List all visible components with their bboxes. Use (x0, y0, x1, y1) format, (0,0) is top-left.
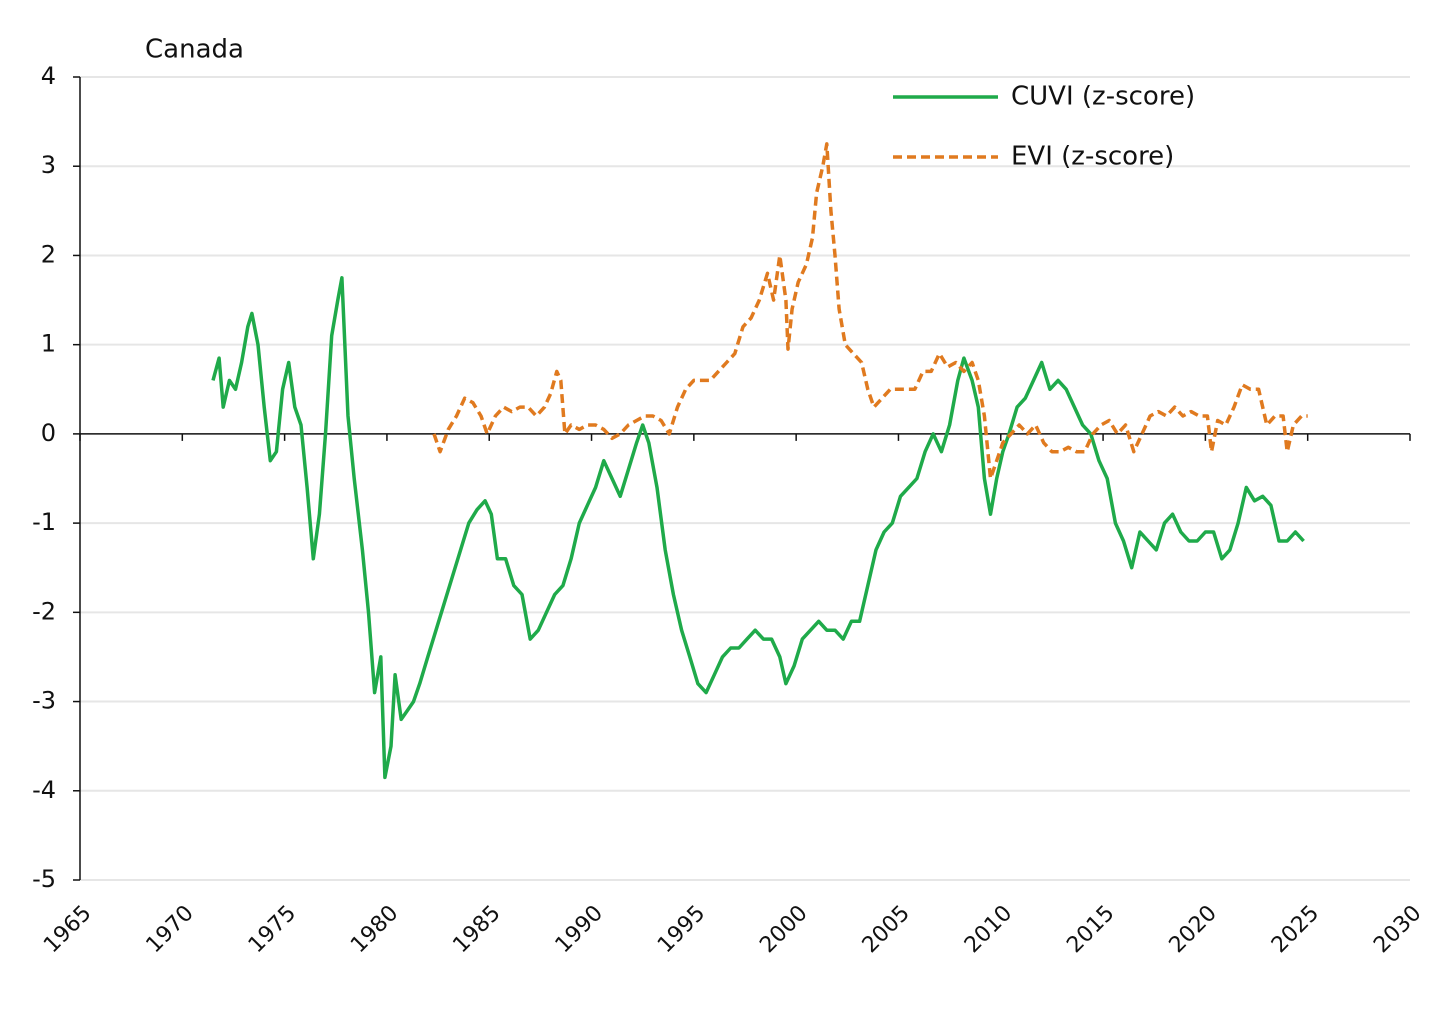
legend-label: EVI (z-score) (1011, 142, 1174, 172)
y-tick-label: 3 (41, 151, 56, 179)
x-tick-label: 1990 (551, 901, 608, 958)
y-tick-label: 0 (41, 419, 56, 447)
x-tick-label: 1975 (244, 901, 301, 958)
x-tick-label: 1980 (346, 901, 403, 958)
y-tick-label: 4 (41, 62, 56, 90)
x-tick-label: 1985 (448, 901, 505, 958)
y-tick-label: -2 (32, 597, 56, 625)
y-tick-label: -3 (32, 687, 56, 715)
x-tick-label: 2005 (858, 901, 915, 958)
x-tick-label: 2020 (1165, 901, 1222, 958)
x-tick-label: 2030 (1369, 901, 1426, 958)
y-tick-label: -1 (32, 508, 56, 536)
x-tick-label: 2015 (1062, 901, 1119, 958)
x-tick-label: 2000 (755, 901, 812, 958)
x-tick-label: 2025 (1267, 901, 1324, 958)
x-tick-label: 2010 (960, 901, 1017, 958)
x-tick-label: 1970 (142, 901, 199, 958)
series-line (432, 142, 1308, 481)
legend-label: CUVI (z-score) (1011, 82, 1195, 112)
x-tick-label: 1995 (653, 901, 710, 958)
series-line (211, 276, 1305, 780)
y-tick-label: -5 (32, 865, 56, 893)
y-tick-label: 2 (41, 240, 56, 268)
y-tick-label: 1 (41, 330, 56, 358)
chart-title: Canada (145, 35, 244, 65)
x-tick-label: 1965 (39, 901, 96, 958)
y-tick-label: -4 (32, 776, 56, 804)
